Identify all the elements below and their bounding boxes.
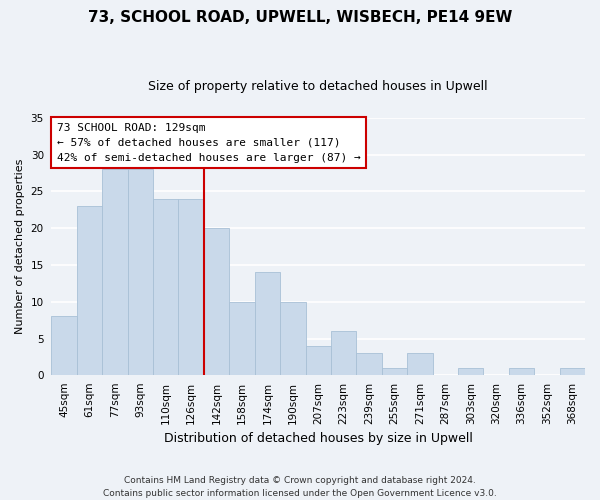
X-axis label: Distribution of detached houses by size in Upwell: Distribution of detached houses by size … (164, 432, 473, 445)
Bar (560, 368, 585, 376)
Bar (509, 368, 534, 376)
Bar (204, 228, 229, 376)
Bar (305, 346, 331, 376)
Bar (255, 272, 280, 376)
Text: 73, SCHOOL ROAD, UPWELL, WISBECH, PE14 9EW: 73, SCHOOL ROAD, UPWELL, WISBECH, PE14 9… (88, 10, 512, 25)
Text: Contains HM Land Registry data © Crown copyright and database right 2024.
Contai: Contains HM Land Registry data © Crown c… (103, 476, 497, 498)
Bar (229, 302, 255, 376)
Bar (280, 302, 305, 376)
Bar (331, 331, 356, 376)
Bar (128, 170, 153, 376)
Bar (52, 316, 77, 376)
Y-axis label: Number of detached properties: Number of detached properties (15, 159, 25, 334)
Bar (458, 368, 484, 376)
Bar (356, 353, 382, 376)
Bar (407, 353, 433, 376)
Bar (178, 198, 204, 376)
Bar (102, 170, 128, 376)
Title: Size of property relative to detached houses in Upwell: Size of property relative to detached ho… (148, 80, 488, 93)
Text: 73 SCHOOL ROAD: 129sqm
← 57% of detached houses are smaller (117)
42% of semi-de: 73 SCHOOL ROAD: 129sqm ← 57% of detached… (57, 123, 361, 162)
Bar (77, 206, 102, 376)
Bar (382, 368, 407, 376)
Bar (153, 198, 178, 376)
